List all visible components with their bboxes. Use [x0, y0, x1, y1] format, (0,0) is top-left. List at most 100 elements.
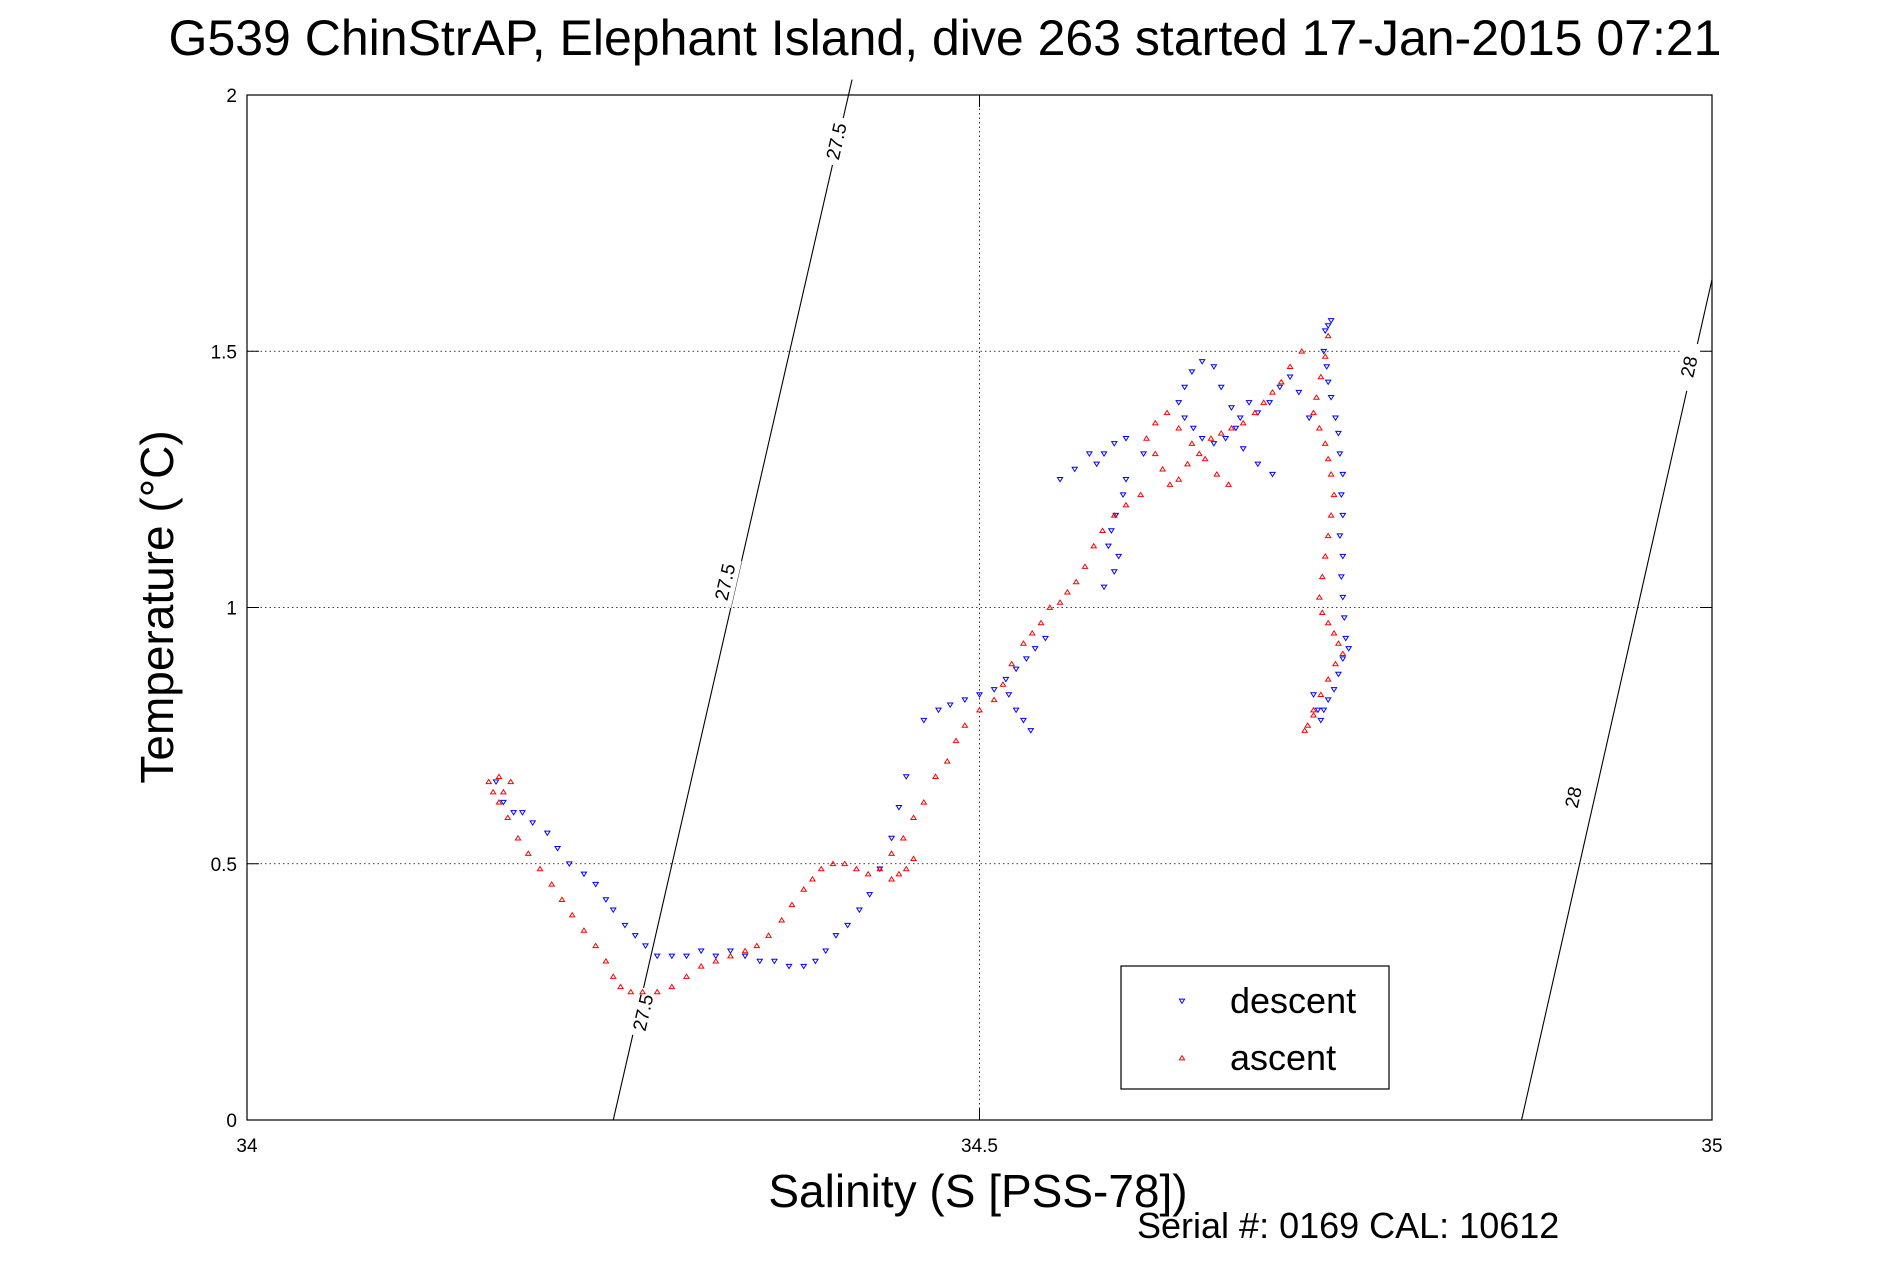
- ascent-point: [1324, 455, 1332, 462]
- ascent-point: [1175, 424, 1183, 431]
- descent-point: [1337, 574, 1345, 581]
- ascent-point: [753, 942, 761, 949]
- descent-point: [1268, 471, 1277, 478]
- ascent-point: [1151, 419, 1159, 426]
- ascent-point: [524, 850, 532, 856]
- chart-title: G539 ChinStrAP, Elephant Island, dive 26…: [169, 10, 1722, 66]
- ascent-point: [568, 911, 576, 918]
- descent-point: [1339, 594, 1347, 601]
- y-tick-label: 0.5: [211, 855, 237, 876]
- ascent-point: [910, 855, 918, 861]
- descent-point: [1115, 553, 1123, 560]
- legend-box: [1120, 965, 1390, 1090]
- ascent-point: [829, 860, 837, 867]
- ascent-point: [990, 696, 998, 703]
- ascent-point: [1081, 563, 1089, 569]
- descent-point: [785, 963, 793, 970]
- contour-label: 28: [1677, 354, 1702, 379]
- ascent-point: [580, 927, 588, 933]
- descent-point: [1314, 707, 1322, 714]
- ascent-point: [1312, 394, 1320, 400]
- ascent-point: [1099, 527, 1107, 533]
- ascent-point: [1310, 409, 1318, 416]
- descent-point: [1093, 461, 1101, 468]
- ascent-point: [899, 834, 907, 841]
- ascent-point: [1056, 599, 1064, 605]
- descent-point: [1266, 400, 1274, 406]
- ascent-point: [975, 706, 984, 713]
- descent-point: [1239, 446, 1247, 452]
- descent-point: [1295, 389, 1303, 396]
- ascent-point: [1318, 609, 1326, 615]
- descent-point: [1100, 451, 1108, 458]
- descent-point: [1324, 697, 1332, 704]
- descent-point: [770, 958, 778, 965]
- descent-point: [961, 697, 969, 704]
- descent-point: [1085, 451, 1093, 458]
- y-tick-label: 2: [226, 86, 237, 107]
- descent-point: [1031, 646, 1039, 652]
- ascent-point: [627, 988, 635, 995]
- ascent-point: [1046, 604, 1054, 610]
- ascent-point: [999, 681, 1007, 687]
- ascent-point: [1159, 465, 1167, 472]
- data-series: [485, 318, 1353, 995]
- contour-line-28: [1521, 279, 1713, 1121]
- descent-point: [1056, 477, 1064, 483]
- descent-point: [946, 702, 954, 709]
- ascent-point: [504, 814, 512, 820]
- descent-point: [1324, 323, 1332, 329]
- descent-point: [543, 830, 551, 837]
- ascent-point: [558, 896, 566, 902]
- ascent-point: [1037, 619, 1045, 626]
- descent-point: [1227, 405, 1235, 411]
- descent-point: [1181, 384, 1189, 391]
- ascent-point: [1090, 542, 1098, 549]
- descent-point: [1012, 707, 1020, 714]
- ascent-point: [910, 814, 918, 820]
- descent-point: [1323, 364, 1331, 370]
- ascent-point: [1315, 424, 1323, 431]
- ascent-point: [1301, 727, 1309, 733]
- descent-point: [518, 810, 526, 816]
- ascent-point: [1304, 722, 1312, 728]
- y-tick-label: 0: [226, 1111, 237, 1132]
- legend-marker-descent: [1178, 998, 1186, 1005]
- descent-point: [1122, 436, 1130, 442]
- descent-point: [609, 907, 617, 914]
- legend: descent ascent: [1120, 965, 1390, 1090]
- ascent-point: [639, 988, 647, 995]
- ascent-point: [1317, 691, 1325, 697]
- ascent-point: [888, 875, 896, 882]
- ascent-point: [499, 788, 507, 795]
- ascent-point: [852, 865, 860, 872]
- descent-point: [1005, 692, 1013, 698]
- ascent-point: [800, 886, 808, 892]
- ascent-point: [1331, 660, 1339, 667]
- descent-point: [1189, 425, 1197, 432]
- descent-point: [1320, 707, 1328, 714]
- ascent-point: [1277, 378, 1285, 385]
- descent-point: [1337, 492, 1345, 499]
- descent-point: [895, 805, 903, 811]
- descent-point: [565, 861, 573, 868]
- ascent-point: [653, 988, 661, 995]
- ascent-point: [841, 860, 849, 867]
- ascent-point: [682, 973, 691, 979]
- grid-lines: [247, 95, 1712, 1120]
- descent-point: [1305, 415, 1313, 422]
- ascent-point: [495, 773, 503, 779]
- contour-label-gap: [818, 115, 853, 168]
- descent-point: [1112, 512, 1120, 519]
- descent-point: [1310, 692, 1318, 698]
- contour-label-gap: [625, 986, 660, 1039]
- ascent-point: [1334, 640, 1342, 646]
- descent-point: [1334, 671, 1342, 678]
- descent-point: [1022, 656, 1030, 663]
- ascent-point: [1260, 399, 1268, 405]
- y-axis-label: Temperature (°C): [131, 430, 183, 783]
- ascent-point: [1268, 388, 1277, 395]
- descent-point: [1339, 512, 1347, 519]
- descent-point: [1334, 430, 1342, 437]
